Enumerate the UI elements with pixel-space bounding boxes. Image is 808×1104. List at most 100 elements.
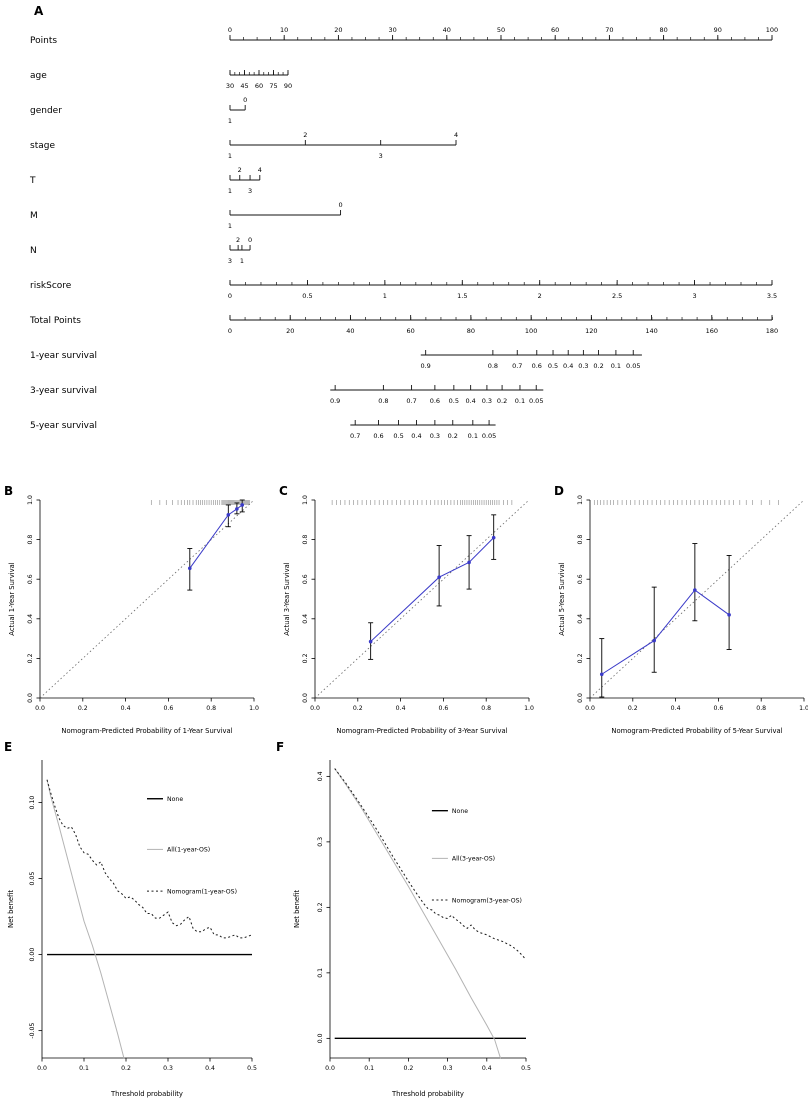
svg-text:3: 3 — [228, 257, 232, 265]
svg-text:140: 140 — [645, 327, 657, 335]
svg-text:0.8: 0.8 — [302, 535, 309, 545]
svg-text:Nomogram-Predicted Probability: Nomogram-Predicted Probability of 5-Year… — [611, 727, 782, 735]
svg-text:0.7: 0.7 — [350, 432, 360, 440]
svg-text:riskScore: riskScore — [30, 281, 72, 291]
svg-text:1.0: 1.0 — [577, 495, 584, 505]
svg-text:80: 80 — [467, 327, 475, 335]
svg-text:0.4: 0.4 — [396, 705, 406, 712]
svg-text:0.4: 0.4 — [317, 771, 324, 781]
svg-text:gender: gender — [30, 106, 62, 116]
svg-text:0.4: 0.4 — [205, 1065, 215, 1072]
svg-text:Total Points: Total Points — [29, 316, 81, 326]
svg-text:0.2: 0.2 — [593, 362, 603, 370]
svg-text:1.5: 1.5 — [457, 292, 467, 300]
svg-text:0.6: 0.6 — [532, 362, 542, 370]
svg-text:0.5: 0.5 — [449, 397, 459, 405]
svg-text:0.6: 0.6 — [302, 574, 309, 584]
svg-text:0.05: 0.05 — [482, 432, 496, 440]
svg-text:2: 2 — [538, 292, 542, 300]
svg-text:0.0: 0.0 — [27, 693, 34, 703]
svg-text:None: None — [452, 808, 468, 815]
svg-text:0.8: 0.8 — [206, 705, 216, 712]
svg-text:0.0: 0.0 — [317, 1033, 324, 1043]
svg-text:0.1: 0.1 — [79, 1065, 89, 1072]
svg-text:0.4: 0.4 — [27, 614, 34, 624]
svg-text:50: 50 — [497, 26, 505, 34]
svg-text:20: 20 — [286, 327, 294, 335]
panel-b-label: B — [4, 484, 14, 498]
svg-text:0.6: 0.6 — [163, 705, 173, 712]
svg-text:N: N — [30, 246, 37, 256]
svg-text:70: 70 — [605, 26, 613, 34]
svg-text:0.8: 0.8 — [378, 397, 388, 405]
svg-text:0.5: 0.5 — [302, 292, 312, 300]
svg-text:1: 1 — [228, 117, 232, 125]
svg-text:0.4: 0.4 — [465, 397, 475, 405]
svg-text:20: 20 — [334, 26, 342, 34]
svg-text:stage: stage — [30, 141, 55, 151]
svg-text:Nomogram(3-year-OS): Nomogram(3-year-OS) — [452, 897, 522, 904]
svg-text:4: 4 — [258, 166, 262, 174]
svg-text:75: 75 — [269, 82, 277, 90]
panel-a-label: A — [34, 4, 44, 18]
svg-text:2.5: 2.5 — [612, 292, 622, 300]
svg-text:2: 2 — [236, 236, 240, 244]
svg-text:0.05: 0.05 — [29, 872, 36, 886]
svg-text:Threshold probability: Threshold probability — [110, 1090, 183, 1098]
svg-text:0.05: 0.05 — [626, 362, 640, 370]
svg-text:90: 90 — [714, 26, 722, 34]
svg-text:4: 4 — [454, 131, 458, 139]
svg-text:0.5: 0.5 — [247, 1065, 257, 1072]
svg-text:60: 60 — [551, 26, 559, 34]
svg-text:1.0: 1.0 — [27, 495, 34, 505]
svg-text:45: 45 — [240, 82, 248, 90]
svg-text:60: 60 — [255, 82, 263, 90]
svg-text:Threshold probability: Threshold probability — [391, 1090, 464, 1098]
svg-text:0.8: 0.8 — [577, 535, 584, 545]
panel-e-label: E — [4, 740, 13, 754]
svg-text:0.2: 0.2 — [628, 705, 638, 712]
svg-text:1.0: 1.0 — [524, 705, 534, 712]
svg-text:0.9: 0.9 — [330, 397, 340, 405]
svg-text:1: 1 — [240, 257, 244, 265]
svg-text:0.5: 0.5 — [548, 362, 558, 370]
svg-text:Nomogram(1-year-OS): Nomogram(1-year-OS) — [167, 888, 237, 895]
calibration-1yr-chart: 0.0 0.2 0.4 0.6 0.8 1.0 0.0 0.2 0.4 0.6 0.8 1.0 Nomo… — [8, 495, 259, 735]
svg-text:0.0: 0.0 — [310, 705, 320, 712]
svg-text:0.5: 0.5 — [393, 432, 403, 440]
svg-text:0: 0 — [228, 292, 232, 300]
svg-text:None: None — [167, 796, 183, 803]
svg-text:2: 2 — [238, 166, 242, 174]
svg-text:Net benefit: Net benefit — [293, 890, 301, 928]
svg-text:3: 3 — [692, 292, 696, 300]
svg-text:0.4: 0.4 — [671, 705, 681, 712]
svg-text:90: 90 — [284, 82, 292, 90]
dca-3yr-chart: 0.0 0.1 0.2 0.3 0.4 0.5 0.0 0.1 0.2 0.3 0.4 Thresho… — [293, 760, 531, 1098]
svg-text:3.5: 3.5 — [767, 292, 777, 300]
svg-text:0.3: 0.3 — [482, 397, 492, 405]
svg-text:0.8: 0.8 — [27, 535, 34, 545]
svg-text:0.2: 0.2 — [403, 1065, 413, 1072]
svg-text:0.0: 0.0 — [577, 693, 584, 703]
svg-text:60: 60 — [407, 327, 415, 335]
svg-text:1: 1 — [383, 292, 387, 300]
svg-text:0.7: 0.7 — [512, 362, 522, 370]
svg-text:0.1: 0.1 — [317, 968, 324, 978]
svg-text:0.1: 0.1 — [468, 432, 478, 440]
svg-text:0.0: 0.0 — [35, 705, 45, 712]
svg-text:0.7: 0.7 — [406, 397, 416, 405]
svg-text:0.6: 0.6 — [27, 574, 34, 584]
svg-text:0.3: 0.3 — [430, 432, 440, 440]
svg-text:180: 180 — [766, 327, 778, 335]
svg-text:0.1: 0.1 — [515, 397, 525, 405]
svg-text:0.6: 0.6 — [577, 574, 584, 584]
svg-text:0.2: 0.2 — [27, 653, 34, 663]
svg-text:1: 1 — [228, 187, 232, 195]
svg-text:0: 0 — [243, 96, 247, 104]
svg-text:Nomogram-Predicted Probability: Nomogram-Predicted Probability of 1-Year… — [61, 727, 232, 735]
svg-text:0.2: 0.2 — [353, 705, 363, 712]
svg-text:0.3: 0.3 — [578, 362, 588, 370]
calibration-3yr-chart: 0.0 0.2 0.4 0.6 0.8 1.0 0.0 0.2 0.4 0.6 0.8 1.0 Nomo… — [283, 495, 534, 735]
svg-text:1.0: 1.0 — [799, 705, 808, 712]
